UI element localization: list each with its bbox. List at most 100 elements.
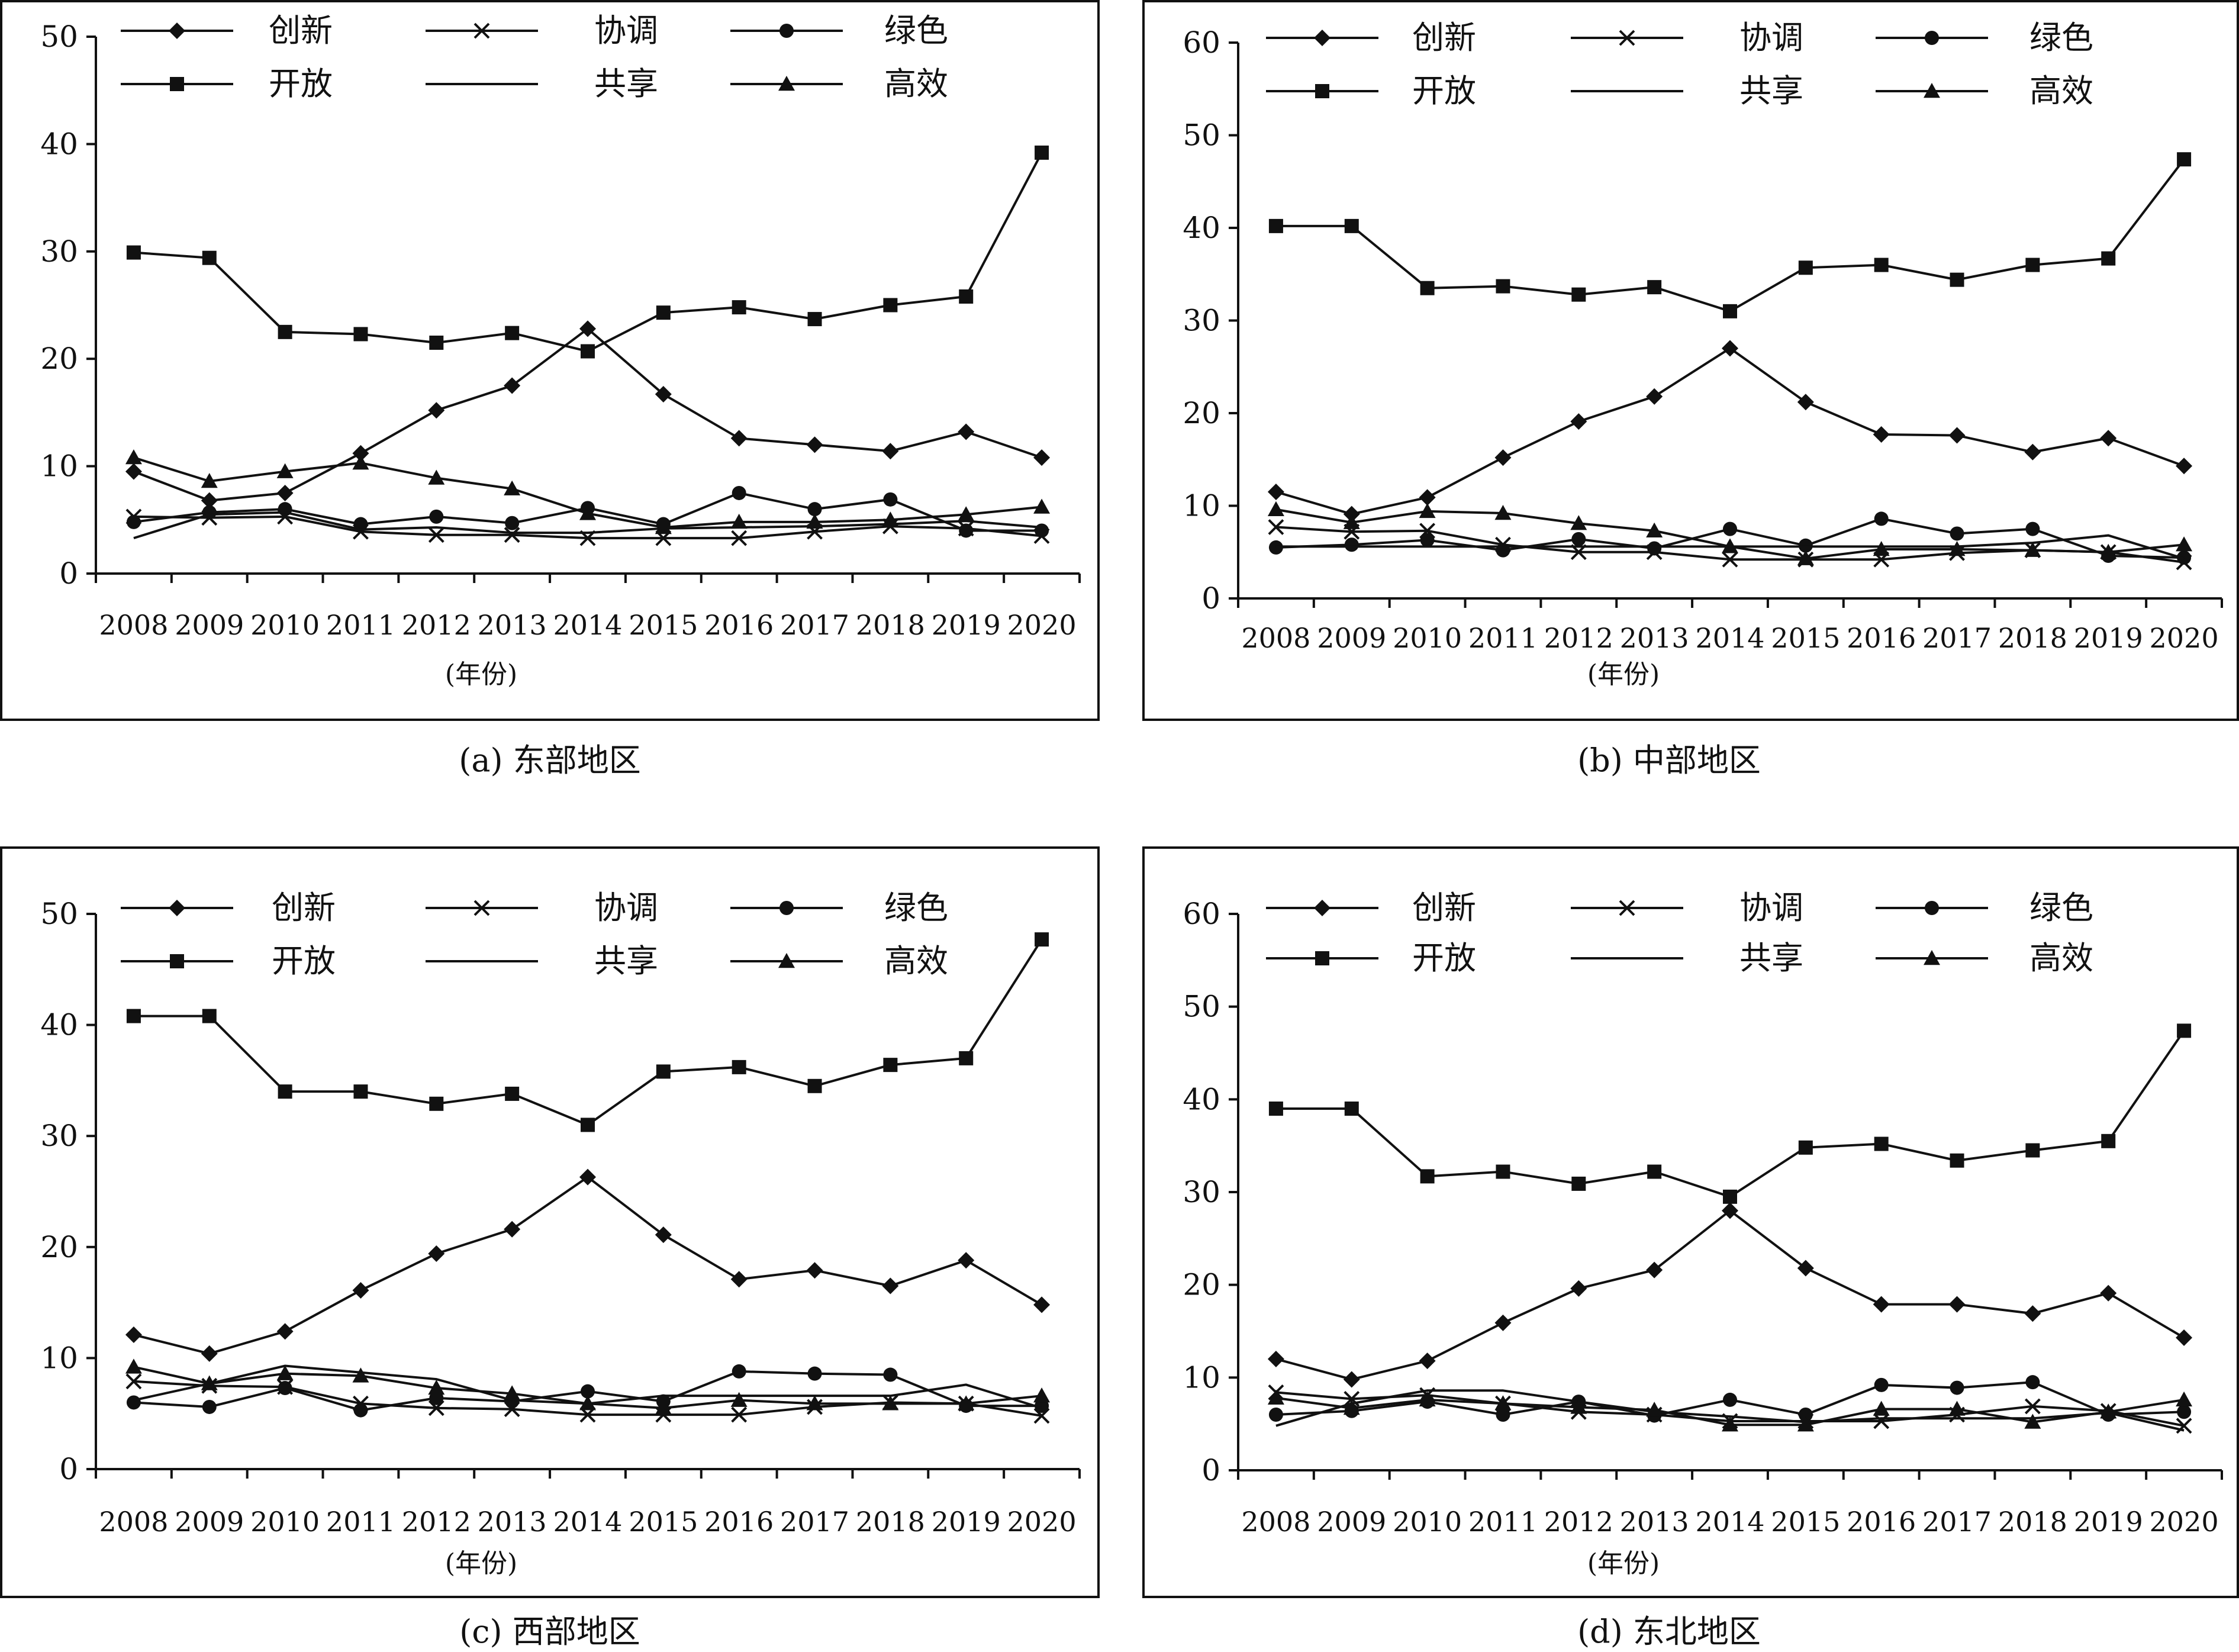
data-point-triangle — [1343, 1400, 1360, 1415]
data-point-triangle — [428, 469, 445, 485]
data-point-circle — [2177, 1405, 2192, 1419]
legend-label: 高效 — [884, 65, 948, 102]
data-point-diamond — [579, 1168, 596, 1186]
data-point-circle — [505, 516, 520, 530]
x-tick-label: 2012 — [402, 1506, 471, 1538]
data-point-square — [2101, 1133, 2116, 1148]
y-tick-label: 40 — [40, 127, 78, 161]
data-point-circle — [1496, 543, 1510, 558]
legend-marker-x — [473, 900, 490, 916]
data-point-diamond — [1873, 1296, 1890, 1313]
data-point-circle — [2025, 521, 2040, 536]
data-point-x — [731, 530, 748, 546]
data-point-diamond — [958, 423, 975, 440]
data-point-square — [1798, 1140, 1813, 1155]
data-point-square — [807, 312, 822, 327]
data-point-triangle — [806, 1395, 823, 1411]
series-diamond — [1267, 340, 2193, 523]
legend-item: 高效 — [1876, 939, 2093, 977]
data-point-triangle — [1948, 1400, 1966, 1416]
legend-marker-diamond — [169, 900, 185, 916]
data-point-square — [2025, 257, 2040, 272]
data-point-circle — [353, 1403, 368, 1418]
y-tick-label: 40 — [1183, 211, 1220, 245]
data-point-triangle — [1033, 498, 1051, 514]
data-point-diamond — [730, 1271, 748, 1288]
y-tick-label: 50 — [1183, 118, 1220, 153]
data-point-triangle — [2176, 536, 2193, 552]
data-point-triangle — [1873, 1400, 1890, 1416]
y-tick-label: 10 — [40, 449, 78, 484]
data-point-x — [731, 1406, 748, 1423]
data-point-square — [1420, 281, 1435, 295]
legend-marker-circle — [779, 901, 794, 915]
x-tick-label: 2019 — [2074, 622, 2143, 654]
legend-item: 创新 — [121, 889, 336, 926]
caption-west: (c) 西部地区 — [459, 1613, 640, 1650]
legend-marker-circle — [1925, 31, 1939, 45]
legend-label: 创新 — [1412, 889, 1476, 926]
y-tick-label: 0 — [1201, 1453, 1220, 1487]
x-tick-label: 2010 — [250, 1506, 320, 1538]
legend-marker-diamond — [169, 22, 185, 39]
series-triangle — [125, 1358, 1051, 1415]
y-tick-label: 0 — [59, 556, 78, 591]
data-point-square — [959, 1051, 974, 1065]
data-point-square — [732, 1060, 746, 1074]
series-diamond — [125, 1168, 1051, 1362]
legend-item: 共享 — [1571, 72, 1803, 110]
data-point-circle — [1496, 1408, 1510, 1422]
legend-item: 协调 — [426, 889, 658, 926]
x-tick-label: 2017 — [780, 1506, 849, 1538]
legend-marker-circle — [779, 24, 794, 38]
data-point-square — [202, 250, 217, 265]
series-triangle — [1267, 501, 2193, 565]
y-tick-label: 60 — [1183, 897, 1220, 931]
data-point-diamond — [1033, 449, 1051, 466]
legend-label: 创新 — [269, 12, 333, 49]
data-point-square — [883, 1058, 898, 1073]
x-tick-label: 2013 — [478, 609, 547, 641]
x-axis-label: (年份) — [445, 659, 517, 690]
data-point-square — [1035, 145, 1049, 160]
legend-item: 共享 — [1571, 939, 1803, 977]
data-point-diamond — [2176, 458, 2193, 475]
data-point-circle — [1723, 1392, 1737, 1407]
data-point-diamond — [504, 1221, 521, 1238]
data-point-square — [1647, 1164, 1662, 1179]
data-point-square — [1723, 304, 1737, 318]
data-point-diamond — [806, 1262, 823, 1279]
x-tick-label: 2013 — [1620, 1506, 1689, 1538]
x-tick-label: 2015 — [1771, 622, 1840, 654]
y-tick-label: 60 — [1183, 25, 1220, 60]
data-point-square — [807, 1078, 822, 1093]
x-tick-label: 2020 — [2150, 622, 2219, 654]
y-tick-label: 20 — [1183, 396, 1220, 430]
x-tick-label: 2017 — [780, 609, 849, 641]
data-point-diamond — [1494, 449, 1512, 466]
legend-marker-x — [1619, 30, 1635, 46]
legend-label: 绿色 — [2029, 19, 2093, 56]
data-point-triangle — [201, 472, 218, 488]
y-tick-label: 50 — [1183, 990, 1220, 1024]
data-point-triangle — [2024, 1413, 2041, 1429]
data-point-circle — [1571, 532, 1586, 546]
data-point-square — [656, 1064, 671, 1079]
data-point-circle — [1420, 533, 1435, 548]
data-point-circle — [732, 1364, 746, 1379]
chart-panel-central: 0 10 20 30 40 50 60 2008 2009 2010 2011 2012 2013 201… — [1142, 0, 2239, 721]
data-point-square — [1723, 1189, 1737, 1204]
data-point-diamond — [352, 1281, 369, 1299]
x-tick-label: 2011 — [1468, 1506, 1538, 1538]
legend-label: 共享 — [594, 65, 658, 102]
data-point-diamond — [1722, 340, 1738, 357]
data-point-square — [278, 324, 292, 339]
chart-panel-northeast: 0 10 20 30 40 50 60 2008 2009 2010 2011 2012 2013 201… — [1142, 846, 2239, 1598]
data-point-triangle — [352, 455, 369, 470]
data-point-diamond — [1948, 427, 1966, 444]
legend-item: 绿色 — [1876, 19, 2093, 56]
legend-item: 创新 — [1266, 889, 1476, 926]
data-point-diamond — [1343, 505, 1360, 523]
legend-marker-diamond — [1314, 30, 1330, 46]
